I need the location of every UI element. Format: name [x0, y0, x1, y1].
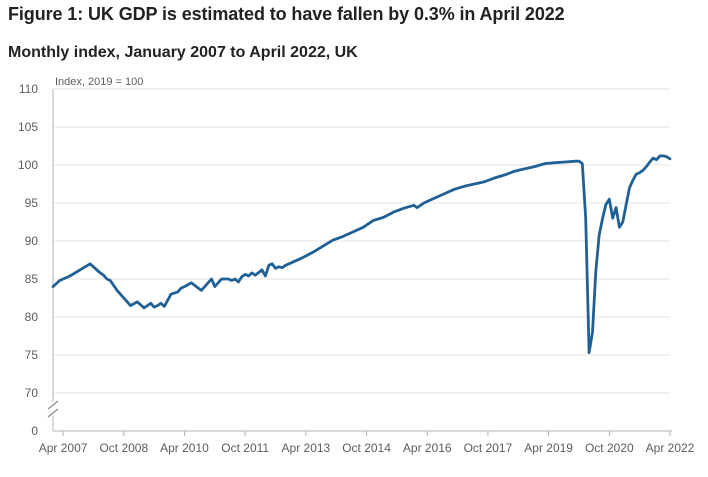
chart-subtitle: Monthly index, January 2007 to April 202…: [8, 44, 358, 61]
y-tick-label: 75: [25, 348, 39, 362]
y-tick-label: 110: [19, 82, 38, 96]
y-axis-unit-label: Index, 2019 = 100: [55, 76, 143, 88]
y-tick-label: 90: [25, 234, 39, 248]
x-tick-label: Oct 2017: [464, 441, 513, 455]
x-tick-label: Apr 2022: [646, 441, 695, 455]
x-tick-label: Apr 2010: [160, 441, 209, 455]
x-tick-label: Oct 2014: [342, 441, 391, 455]
y-axis-tick-labels: 0 70 75 80 85 90 95 100 105 110: [18, 82, 38, 438]
y-tick-label: 100: [18, 158, 38, 172]
x-axis-tick-labels: Apr 2007 Oct 2008 Apr 2010 Oct 2011 Apr 2013…: [39, 431, 695, 455]
y-tick-label: 95: [25, 196, 39, 210]
chart-title: Figure 1: UK GDP is estimated to have fa…: [8, 4, 565, 24]
x-tick-label: Oct 2011: [221, 441, 269, 455]
gridlines: [53, 88, 670, 394]
y-tick-label: 70: [25, 386, 39, 400]
y-axis-break-icon: [47, 400, 59, 418]
y-tick-label: 80: [25, 310, 39, 324]
x-tick-label: Apr 2007: [39, 441, 88, 455]
y-tick-label: 105: [18, 120, 38, 134]
x-tick-label: Apr 2013: [282, 441, 331, 455]
x-tick-label: Oct 2008: [99, 441, 148, 455]
x-tick-label: Oct 2020: [585, 441, 634, 455]
x-tick-label: Apr 2016: [403, 441, 452, 455]
x-tick-label: Apr 2019: [524, 441, 573, 455]
gdp-series-line: [51, 154, 672, 355]
y-tick-label: 0: [31, 424, 38, 438]
y-tick-label: 85: [25, 272, 39, 286]
